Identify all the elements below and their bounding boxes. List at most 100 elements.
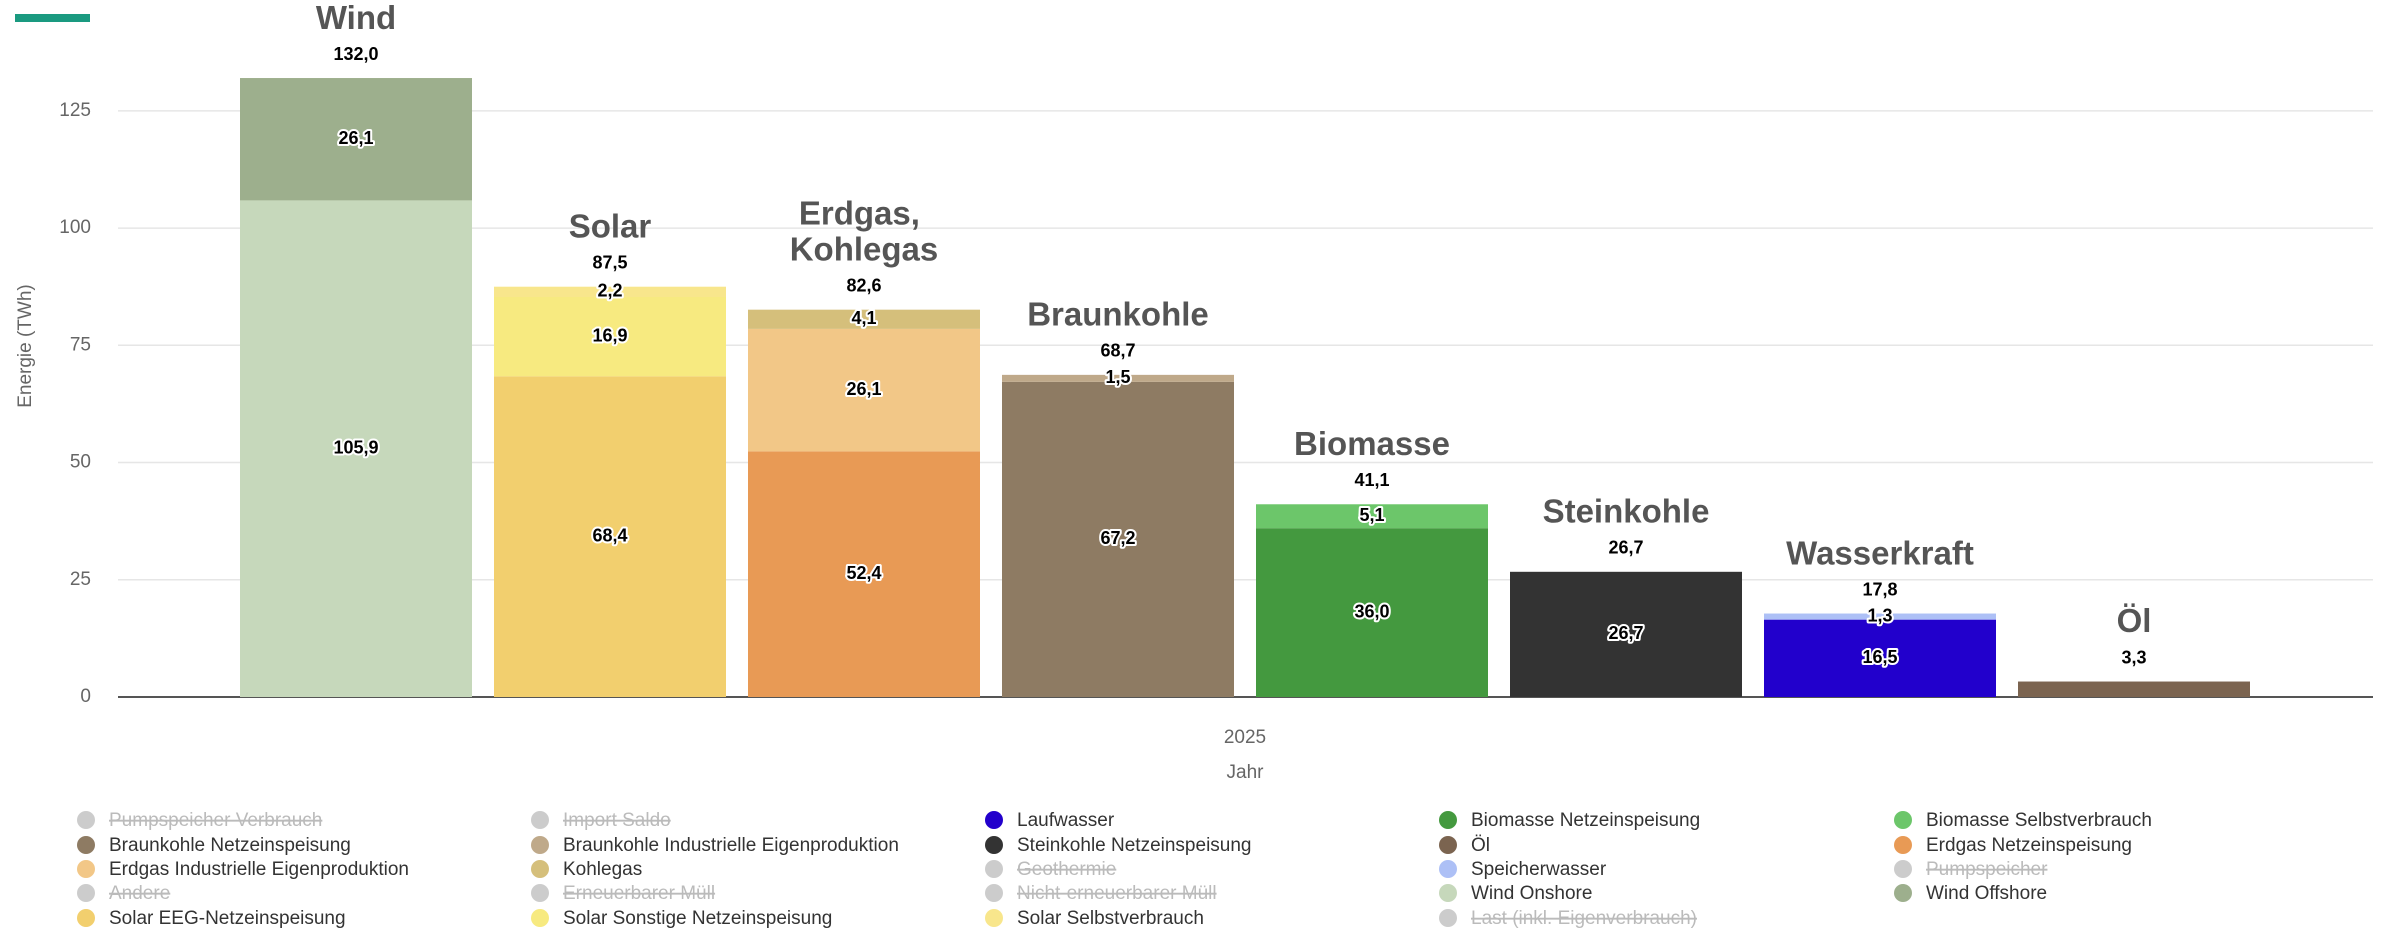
legend-marker	[77, 860, 95, 878]
legend-label[interactable]: Geothermie	[1017, 859, 1116, 880]
legend-marker	[531, 860, 549, 878]
group-title: Steinkohle	[1543, 493, 1710, 530]
legend-label[interactable]: Pumpspeicher	[1926, 859, 2048, 880]
segment-label: 26,1	[338, 128, 373, 148]
segment-label: 1,5	[1105, 367, 1130, 387]
legend-marker	[985, 811, 1003, 829]
segment-label: 5,1	[1359, 505, 1384, 525]
legend-label[interactable]: Biomasse Selbstverbrauch	[1926, 810, 2152, 831]
total-label: 26,7	[1608, 538, 1643, 558]
legend-label[interactable]: Solar Sonstige Netzeinspeisung	[563, 908, 832, 929]
bar-segment	[240, 78, 472, 201]
legend-label[interactable]: Last (inkl. Eigenverbrauch)	[1471, 908, 1697, 929]
segment-label: 26,7	[1608, 623, 1643, 643]
legend-label[interactable]: Erdgas Netzeinspeisung	[1926, 835, 2132, 856]
total-label: 17,8	[1862, 579, 1897, 599]
legend-label[interactable]: Braunkohle Industrielle Eigenproduktion	[563, 835, 899, 856]
legend-label[interactable]: Erdgas Industrielle Eigenproduktion	[109, 859, 409, 880]
legend-marker	[985, 860, 1003, 878]
legend-label[interactable]: Wind Onshore	[1471, 883, 1592, 904]
legend-label[interactable]: Speicherwasser	[1471, 859, 1607, 880]
legend-marker	[985, 836, 1003, 854]
legend-label[interactable]: Steinkohle Netzeinspeisung	[1017, 835, 1252, 856]
segment-label: 68,4	[592, 525, 627, 545]
legend-marker	[1439, 836, 1457, 854]
total-label: 132,0	[333, 44, 378, 64]
x-category-label: 2025	[1224, 727, 1266, 748]
total-label: 41,1	[1354, 470, 1389, 490]
legend-label[interactable]: Öl	[1471, 835, 1490, 856]
legend-marker	[985, 909, 1003, 927]
bar-segment	[748, 451, 980, 697]
group-title: Öl	[2117, 602, 2152, 639]
legend-marker	[985, 884, 1003, 902]
legend-label[interactable]: Solar Selbstverbrauch	[1017, 908, 1204, 929]
bar-segment	[1002, 381, 1234, 697]
legend-marker	[1439, 811, 1457, 829]
legend-marker	[1439, 860, 1457, 878]
legend-label[interactable]: Biomasse Netzeinspeisung	[1471, 810, 1700, 831]
bar-segment	[1256, 528, 1488, 697]
legend-label[interactable]: Kohlegas	[563, 859, 642, 880]
legend-label[interactable]: Import Saldo	[563, 810, 671, 831]
bar-segment	[494, 297, 726, 377]
legend-marker	[1894, 884, 1912, 902]
bar-segment	[494, 376, 726, 697]
x-axis-title: Jahr	[1227, 762, 1265, 783]
group-title: Solar	[569, 207, 652, 244]
segment-label: 4,1	[851, 308, 876, 328]
bar-segment	[748, 328, 980, 452]
segment-label: 1,3	[1867, 605, 1892, 625]
y-tick-label: 75	[70, 334, 91, 355]
legend-marker	[1894, 811, 1912, 829]
legend-label[interactable]: Laufwasser	[1017, 810, 1115, 831]
total-label: 82,6	[846, 275, 881, 295]
legend-marker	[531, 811, 549, 829]
legend-marker	[1439, 909, 1457, 927]
legend-marker	[77, 811, 95, 829]
total-label: 68,7	[1100, 341, 1135, 361]
group-title: Erdgas, Kohlegas	[790, 194, 939, 267]
legend-marker	[1439, 884, 1457, 902]
legend-marker	[77, 836, 95, 854]
legend-marker	[531, 884, 549, 902]
legend-label[interactable]: Pumpspeicher Verbrauch	[109, 810, 322, 831]
group-title: Braunkohle	[1027, 296, 1209, 333]
bar-segment	[1256, 504, 1488, 529]
segment-label: 36,0	[1354, 601, 1389, 621]
total-label: 3,3	[2121, 647, 2146, 667]
legend-marker	[1894, 836, 1912, 854]
segment-label: 67,2	[1100, 528, 1135, 548]
segment-label: 2,2	[597, 281, 622, 301]
top-accent	[15, 14, 90, 22]
y-tick-label: 100	[59, 217, 91, 238]
bar-segment	[1764, 613, 1996, 620]
legend-marker	[77, 909, 95, 927]
legend-label[interactable]: Nicht-erneuerbarer Müll	[1017, 883, 1217, 904]
group-title: Biomasse	[1294, 425, 1450, 462]
legend-label[interactable]: Braunkohle Netzeinspeisung	[109, 835, 351, 856]
legend-label[interactable]: Andere	[109, 883, 170, 904]
legend-marker	[531, 836, 549, 854]
group-title: Wasserkraft	[1786, 534, 1974, 571]
y-axis-title: Energie (TWh)	[15, 284, 36, 408]
legend-label[interactable]: Wind Offshore	[1926, 883, 2047, 904]
legend-label[interactable]: Solar EEG-Netzeinspeisung	[109, 908, 346, 929]
bar-segment	[748, 309, 980, 329]
y-tick-label: 0	[80, 686, 91, 707]
bar-segment	[1510, 571, 1742, 697]
legend-label[interactable]: Erneuerbarer Müll	[563, 883, 715, 904]
legend-marker	[531, 909, 549, 927]
y-tick-label: 25	[70, 569, 91, 590]
segment-label: 16,9	[592, 325, 627, 345]
y-tick-label: 50	[70, 452, 91, 473]
segment-label: 52,4	[846, 563, 881, 583]
y-tick-label: 125	[59, 100, 91, 121]
group-title: Wind	[316, 0, 396, 36]
bar-segment	[1002, 374, 1234, 382]
segment-label: 105,9	[333, 437, 378, 457]
bar-segment	[2018, 681, 2250, 697]
bar-segment	[240, 200, 472, 698]
legend-marker	[77, 884, 95, 902]
